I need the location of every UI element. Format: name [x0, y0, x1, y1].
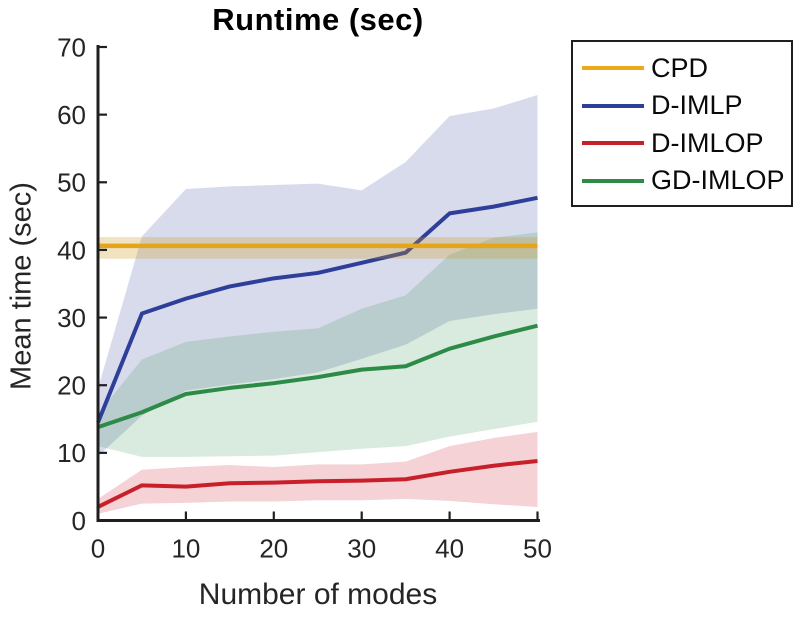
- legend-line-sample-cpd: [582, 66, 644, 71]
- chart-title: Runtime (sec): [212, 2, 424, 37]
- svg-text:40: 40: [435, 534, 464, 564]
- legend-line-sample-d-imlop: [582, 141, 644, 146]
- svg-text:70: 70: [57, 32, 86, 62]
- legend-label-d-imlp: D-IMLP: [651, 90, 743, 121]
- legend-label-gd-imlop: GD-IMLOP: [651, 165, 785, 196]
- legend-label-cpd: CPD: [651, 52, 709, 83]
- svg-text:30: 30: [347, 534, 376, 564]
- svg-text:0: 0: [72, 506, 86, 536]
- legend-item-d-imlop: D-IMLOP: [573, 128, 791, 159]
- svg-text:10: 10: [171, 534, 200, 564]
- svg-text:0: 0: [91, 534, 105, 564]
- svg-text:60: 60: [57, 100, 86, 130]
- legend-item-cpd: CPD: [573, 53, 791, 84]
- svg-text:40: 40: [57, 235, 86, 265]
- x-axis-label: Number of modes: [198, 578, 438, 611]
- legend: CPD D-IMLP D-IMLOP GD-IMLOP: [571, 40, 793, 207]
- legend-item-gd-imlop: GD-IMLOP: [573, 165, 791, 196]
- svg-text:10: 10: [57, 438, 86, 468]
- svg-text:50: 50: [523, 534, 552, 564]
- svg-text:20: 20: [57, 371, 86, 401]
- legend-line-sample-gd-imlop: [582, 178, 644, 183]
- svg-text:20: 20: [259, 534, 288, 564]
- svg-text:30: 30: [57, 303, 86, 333]
- legend-line-sample-d-imlp: [582, 103, 644, 108]
- legend-item-d-imlp: D-IMLP: [573, 90, 791, 121]
- legend-label-d-imlop: D-IMLOP: [651, 127, 764, 158]
- svg-text:50: 50: [57, 168, 86, 198]
